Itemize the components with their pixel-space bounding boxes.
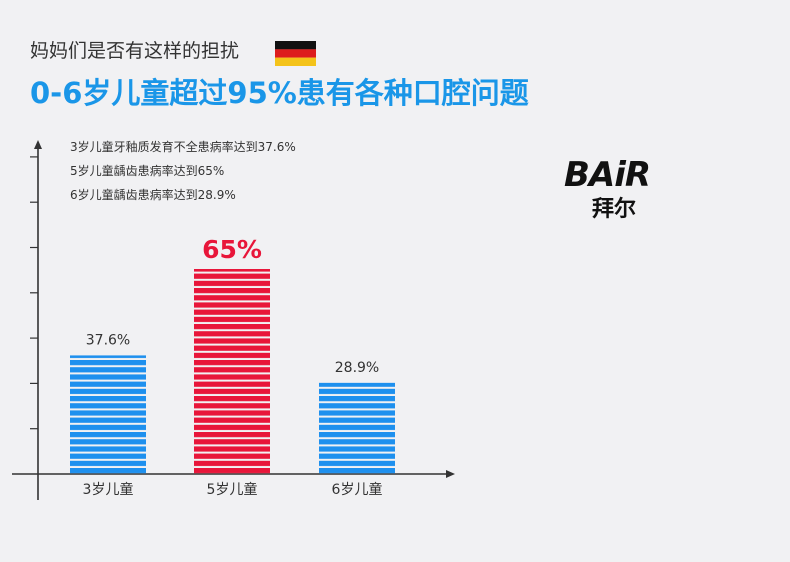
- germany-flag-icon: [275, 41, 316, 66]
- chart-bars: [70, 269, 395, 474]
- bair-logo: BAiR 拜尔: [564, 155, 651, 222]
- data-label: 65%: [202, 235, 262, 264]
- x-axis-arrow: [446, 470, 455, 478]
- chart-annotations: 3岁儿童牙釉质发育不全患病率达到37.6% 5岁儿童龋齿患病率达到65% 6岁儿童龋…: [70, 139, 296, 202]
- annotation-text: 3岁儿童牙釉质发育不全患病率达到37.6%: [70, 139, 296, 154]
- bar: [319, 382, 395, 474]
- data-label: 37.6%: [86, 332, 130, 348]
- annotation-text: 5岁儿童龋齿患病率达到65%: [70, 163, 224, 178]
- x-tick-label: 5岁儿童: [207, 481, 258, 498]
- page-subtitle: 妈妈们是否有这样的担扰: [30, 40, 240, 62]
- data-label: 28.9%: [335, 360, 379, 376]
- svg-text:拜尔: 拜尔: [592, 196, 636, 222]
- annotation-text: 6岁儿童龋齿患病率达到28.9%: [70, 187, 236, 202]
- svg-text:BAiR: BAiR: [564, 155, 650, 195]
- bar: [194, 269, 270, 474]
- chart-labels: 37.6% 3岁儿童 65% 5岁儿童 28.9% 6岁儿童: [83, 235, 383, 498]
- x-tick-label: 6岁儿童: [332, 481, 383, 498]
- bar: [70, 355, 146, 474]
- page-title: 0-6岁儿童超过95%患有各种口腔问题: [30, 76, 529, 110]
- y-axis-arrow: [34, 140, 42, 149]
- x-tick-label: 3岁儿童: [83, 481, 134, 498]
